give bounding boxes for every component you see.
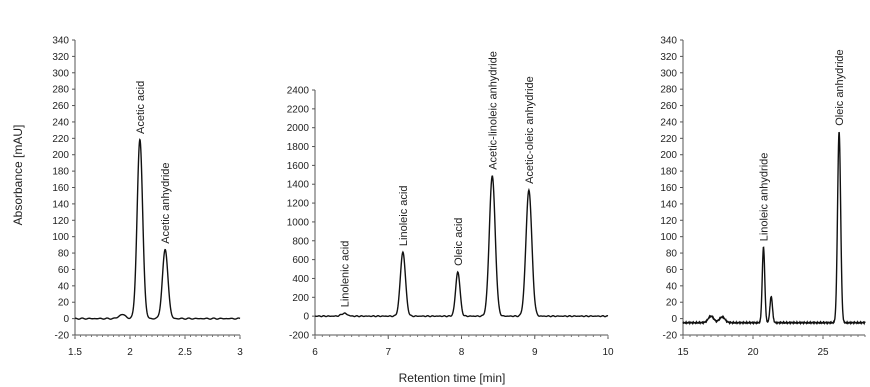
y-tick-label: 200 xyxy=(292,293,309,304)
y-tick-label: 100 xyxy=(52,232,69,243)
y-tick-label: 1000 xyxy=(287,217,310,228)
y-tick-label: 160 xyxy=(52,183,69,194)
x-tick-label: 1.5 xyxy=(68,347,82,358)
y-tick-label: 100 xyxy=(660,232,677,243)
x-tick-label: 3 xyxy=(237,347,243,358)
x-tick-label: 6 xyxy=(312,347,318,358)
y-tick-label: -20 xyxy=(55,331,70,342)
y-tick-label: 340 xyxy=(52,36,69,47)
chart-panel-1: -20 0 20 40 60 80 100 120 140 160 180 200 220 240 260 2… xyxy=(52,36,243,359)
y-tick-label: 300 xyxy=(52,68,69,79)
x-tick-label: 8 xyxy=(459,347,465,358)
y-tick-label: 1600 xyxy=(287,161,310,172)
chart-panel-2: -200 0 200 400 600 800 1000 1200 1400 1600 1800 200… xyxy=(287,51,614,358)
y-tick-label: 80 xyxy=(58,249,70,260)
y-tick-label: 200 xyxy=(52,150,69,161)
x-tick-label: 10 xyxy=(602,347,614,358)
y-tick-label: 140 xyxy=(660,199,677,210)
y-tick-label: 2400 xyxy=(287,86,310,97)
y-tick-label: 260 xyxy=(52,101,69,112)
y-tick-label: 240 xyxy=(660,117,677,128)
series-line xyxy=(682,131,866,326)
y-tick-label: 0 xyxy=(303,312,309,323)
x-tick-label: 20 xyxy=(747,347,759,358)
chart-panels: -200204060801001201401601802002202402602… xyxy=(52,36,866,359)
y-tick-label: 20 xyxy=(666,298,678,309)
x-tick-label: 25 xyxy=(817,347,829,358)
peak-label: Oleic acid xyxy=(453,218,465,266)
y-tick-label: 120 xyxy=(660,216,677,227)
x-tick-label: 15 xyxy=(677,347,689,358)
y-tick-label: 0 xyxy=(671,314,677,325)
y-tick-label: 1200 xyxy=(287,199,310,210)
x-axis-title: Retention time [min] xyxy=(399,371,506,385)
peak-label: Linoleic acid xyxy=(398,186,410,247)
x-tick-label: 7 xyxy=(385,347,391,358)
y-tick-label: 2000 xyxy=(287,123,310,134)
x-tick-label: 9 xyxy=(532,347,538,358)
y-tick-label: 240 xyxy=(52,117,69,128)
y-tick-label: 180 xyxy=(52,167,69,178)
series-line xyxy=(74,138,241,320)
y-tick-label: 800 xyxy=(292,236,309,247)
y-tick-label: -200 xyxy=(289,331,309,342)
y-tick-label: 280 xyxy=(52,85,69,96)
y-tick-label: 320 xyxy=(52,52,69,63)
y-tick-label: 320 xyxy=(660,52,677,63)
y-tick-label: 40 xyxy=(666,281,678,292)
y-tick-label: -20 xyxy=(663,331,678,342)
peak-label: Linoleic anhydride xyxy=(759,153,771,242)
y-tick-label: 220 xyxy=(660,134,677,145)
y-tick-label: 180 xyxy=(660,167,677,178)
y-tick-label: 1400 xyxy=(287,180,310,191)
peak-label: Oleic anhydride xyxy=(834,49,846,125)
y-tick-label: 400 xyxy=(292,274,309,285)
chart-panel-3: -20 0 20 40 60 80 100 120 140 160 180 200 220 240 260 2… xyxy=(660,36,866,358)
peak-label: Acetic anhydride xyxy=(160,162,172,243)
y-tick-label: 220 xyxy=(52,134,69,145)
y-tick-label: 280 xyxy=(660,85,677,96)
y-tick-label: 1800 xyxy=(287,142,310,153)
y-tick-label: 140 xyxy=(52,199,69,210)
series-line xyxy=(314,175,609,318)
x-tick-label: 2.5 xyxy=(178,347,192,358)
y-tick-label: 300 xyxy=(660,68,677,79)
y-tick-label: 0 xyxy=(63,314,69,325)
peak-label: Linolenic acid xyxy=(339,241,351,308)
y-tick-label: 200 xyxy=(660,150,677,161)
y-tick-label: 40 xyxy=(58,281,70,292)
y-axis-title: Absorbance [mAU] xyxy=(11,125,25,226)
y-tick-label: 80 xyxy=(666,249,678,260)
y-tick-label: 340 xyxy=(660,36,677,47)
peak-label: Acetic acid xyxy=(135,81,147,134)
y-tick-label: 60 xyxy=(666,265,678,276)
peak-label: Acetic-linoleic anhydride xyxy=(487,51,499,170)
y-tick-label: 60 xyxy=(58,265,70,276)
y-tick-label: 600 xyxy=(292,255,309,266)
y-tick-label: 160 xyxy=(660,183,677,194)
x-tick-label: 2 xyxy=(127,347,133,358)
y-tick-label: 20 xyxy=(58,298,70,309)
y-tick-label: 120 xyxy=(52,216,69,227)
y-tick-label: 2200 xyxy=(287,104,310,115)
peak-label: Acetic-oleic anhydride xyxy=(524,76,536,184)
y-tick-label: 260 xyxy=(660,101,677,112)
